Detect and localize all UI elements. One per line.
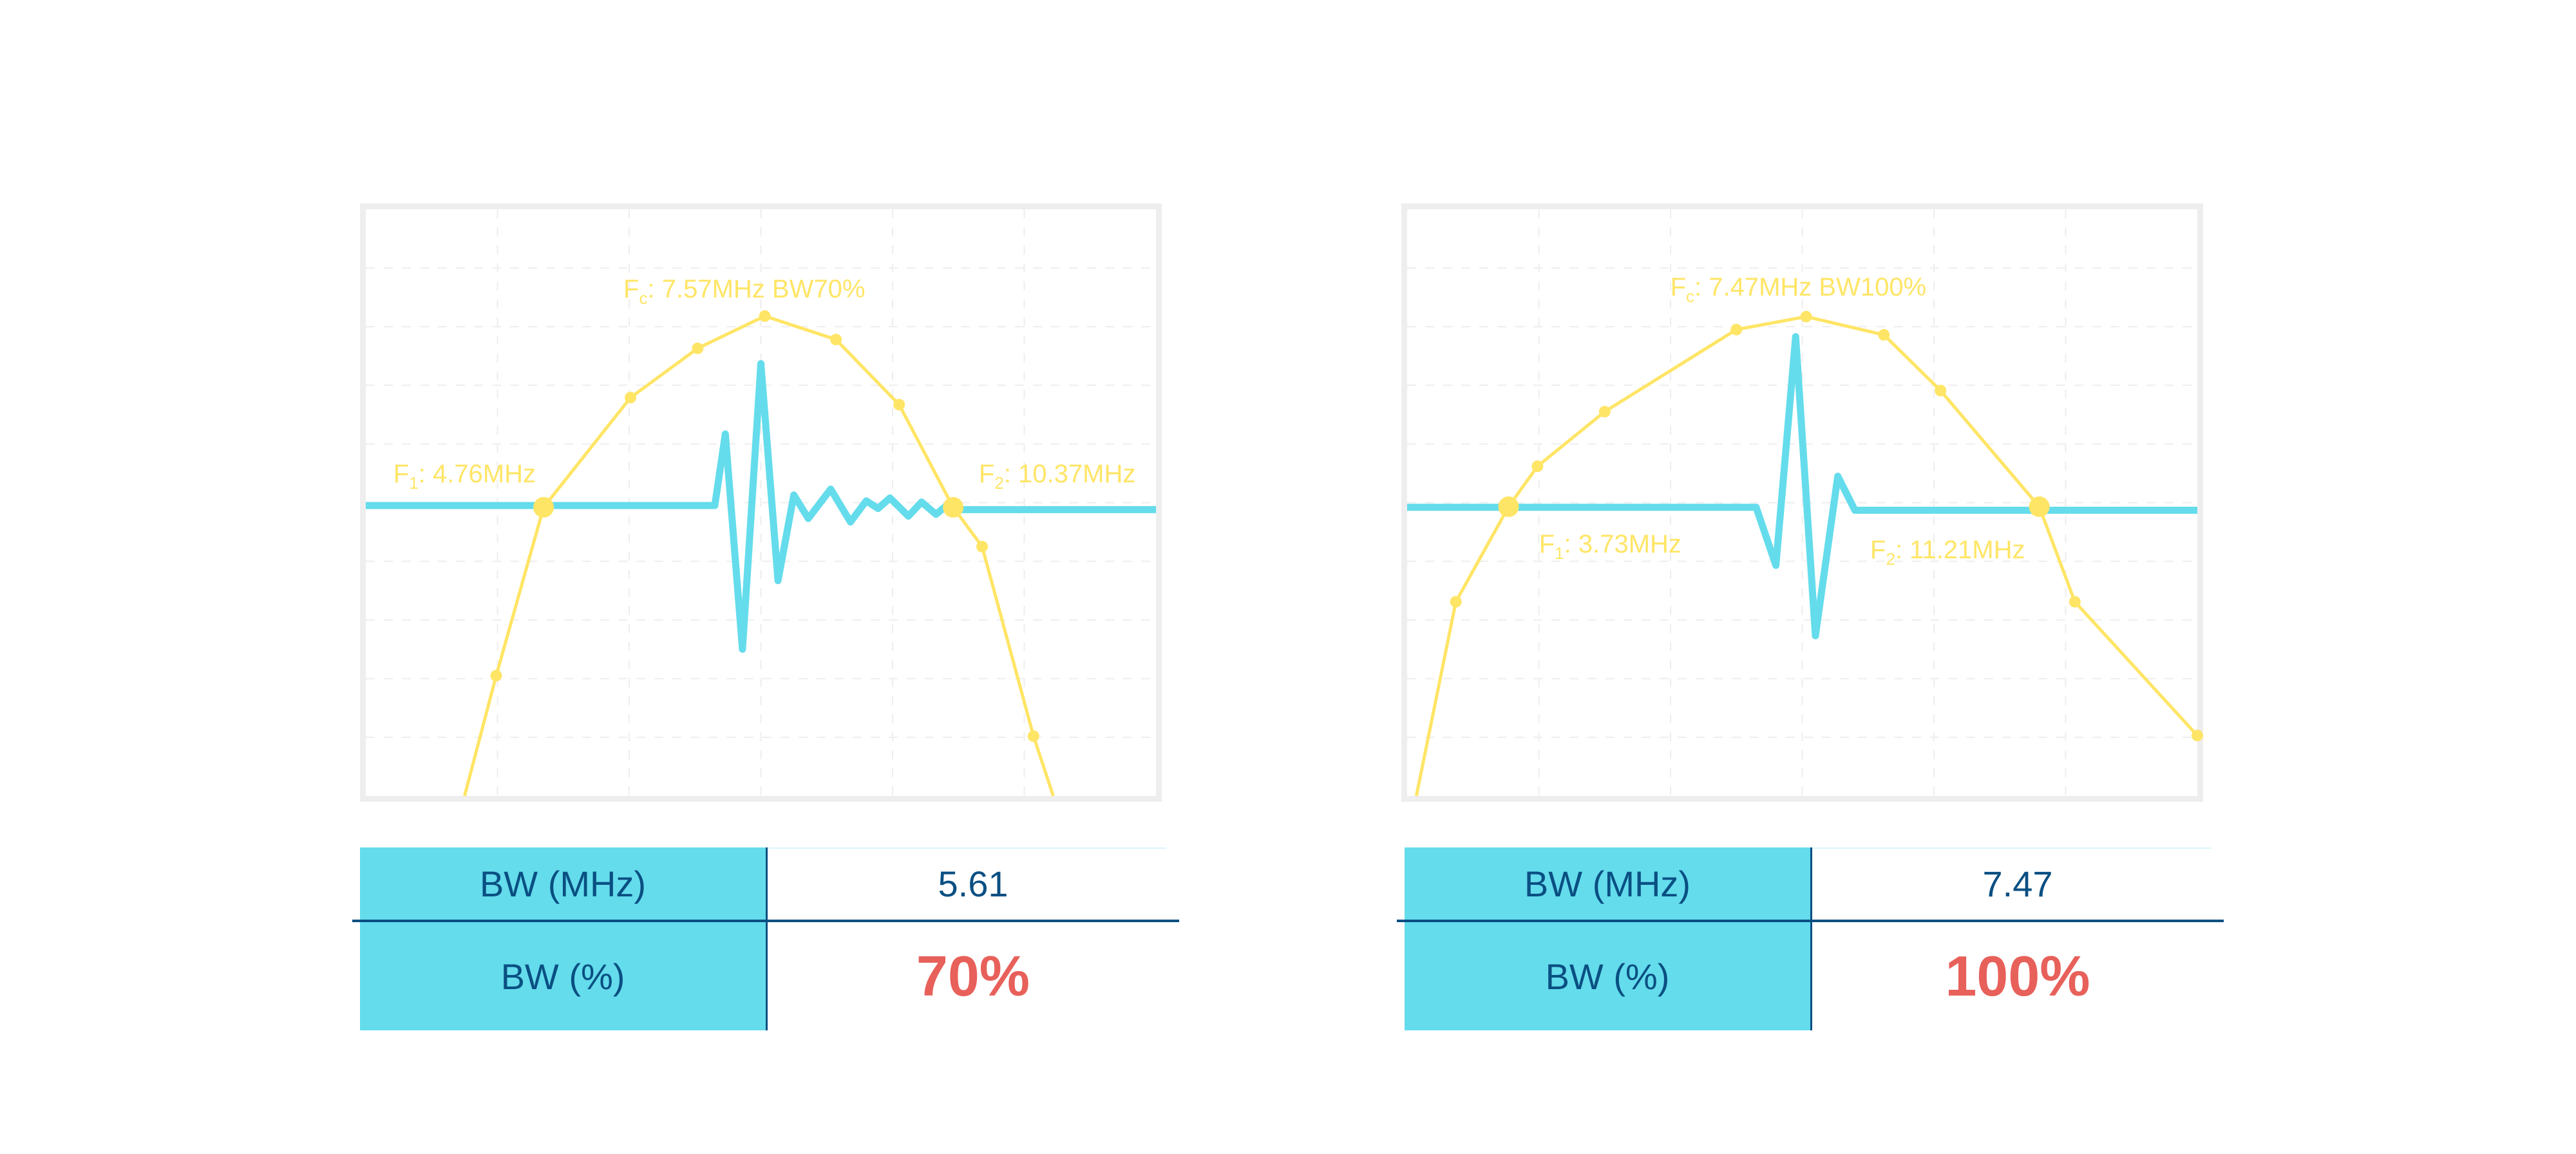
response-point-marker: [1878, 328, 1890, 341]
response-point-marker: [1531, 460, 1544, 473]
response-point-marker: [2192, 730, 2203, 742]
response-point-marker: [490, 670, 502, 682]
f2-label: F2: 11.21MHz: [1870, 535, 2025, 569]
response-point-marker: [830, 334, 842, 346]
table-row-divider: [352, 920, 1179, 922]
response-point-marker: [2069, 596, 2081, 608]
bw-mhz-header: BW (MHz): [1405, 847, 1810, 920]
response-point-marker: [1027, 730, 1039, 743]
bw-mhz-value: 5.61: [938, 864, 1009, 904]
bw-table: BW (MHz) BW (%) 7.47 100%: [1397, 847, 2229, 1030]
response-point-marker: [759, 310, 771, 322]
chart-svg: [366, 209, 1156, 797]
f1-label: F1: 3.73MHz: [1539, 529, 1681, 563]
frequency-response-line: [462, 314, 1055, 797]
cutoff-point-marker: [533, 497, 554, 518]
chart-svg: [1407, 209, 2203, 797]
response-point-marker: [692, 342, 704, 354]
cutoff-point-marker: [943, 497, 964, 518]
table-column-divider: [766, 847, 768, 1030]
panel-bw100: Fc: 7.47MHz BW100% F1: 3.73MHz F2: 11.21…: [1397, 0, 2239, 1154]
response-point-marker: [625, 392, 637, 404]
bw-mhz-header: BW (MHz): [360, 847, 766, 920]
pulse-waveform-line: [366, 360, 1156, 653]
response-point-marker: [976, 540, 989, 553]
pulse-waveform-line: [1407, 333, 2197, 639]
fc-label: Fc: 7.47MHz BW100%: [1670, 272, 1927, 306]
response-point-marker: [1598, 406, 1611, 418]
panel-bw70: Fc: 7.57MHz BW70% F1: 4.76MHz F2: 10.37M…: [352, 0, 1197, 1154]
bw-percent-header: BW (%): [360, 922, 766, 1030]
frequency-response-line: [1414, 315, 2199, 797]
response-point-marker: [1800, 310, 1812, 323]
f2-label: F2: 10.37MHz: [978, 459, 1136, 493]
fc-label: Fc: 7.57MHz BW70%: [623, 274, 866, 308]
table-row-divider: [1397, 920, 2224, 922]
response-point-marker: [893, 399, 905, 411]
bw-percent-value: 100%: [1945, 944, 2090, 1008]
response-point-marker: [1730, 323, 1743, 336]
table-top-line: [767, 847, 1166, 849]
bw-percent-value: 70%: [916, 944, 1030, 1008]
bw-mhz-value: 7.47: [1982, 864, 2053, 904]
cutoff-point-marker: [1498, 496, 1519, 517]
table-top-line: [1812, 847, 2211, 849]
bw-table: BW (MHz) BW (%) 5.61 70%: [352, 847, 1184, 1030]
bw-percent-header: BW (%): [1405, 922, 1810, 1030]
table-column-divider: [1810, 847, 1812, 1030]
response-point-marker: [1450, 596, 1462, 608]
response-point-marker: [1935, 384, 1947, 397]
chart-frame: Fc: 7.47MHz BW100% F1: 3.73MHz F2: 11.21…: [1401, 203, 2203, 802]
chart-frame: Fc: 7.57MHz BW70% F1: 4.76MHz F2: 10.37M…: [360, 203, 1162, 802]
f1-label: F1: 4.76MHz: [393, 459, 536, 493]
cutoff-point-marker: [2029, 496, 2050, 517]
